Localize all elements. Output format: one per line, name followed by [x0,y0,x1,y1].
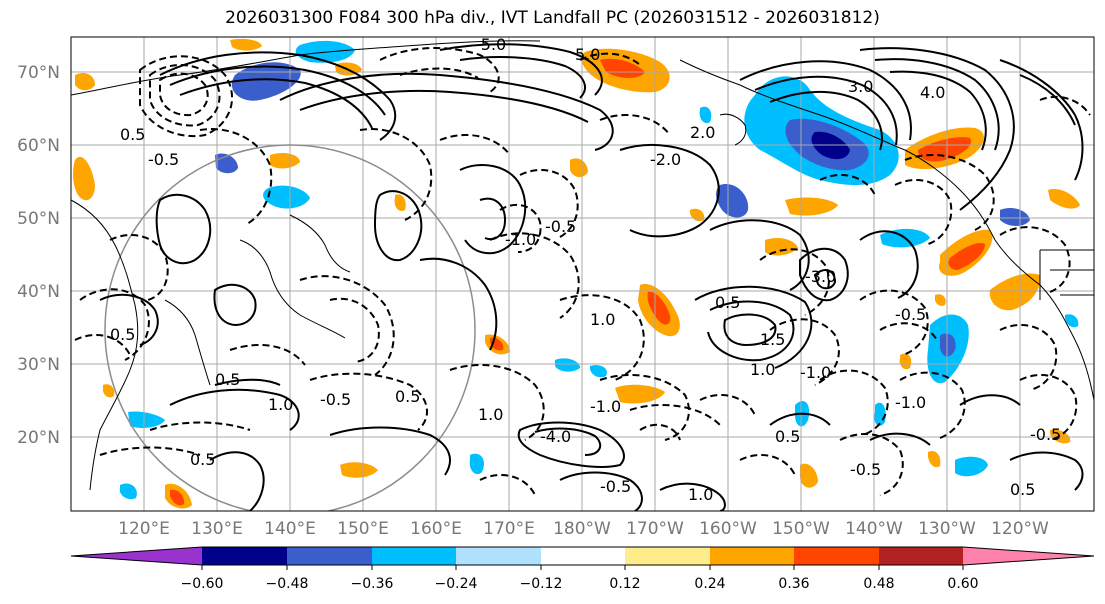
contour-label: 0.5 [215,370,240,389]
positive-divergence-contours [99,43,1084,511]
colorbar-segment [287,547,372,565]
contour-label: 0.5 [190,450,215,469]
contour-label: -1.0 [895,393,926,412]
graticule [71,37,1094,511]
negative-divergence-contours [74,47,1091,496]
contour-label: 4.0 [920,83,945,102]
contour-label: 3.0 [848,77,873,96]
contour-label: 0.5 [775,427,800,446]
contour-label: -0.5 [148,150,179,169]
contour-label: -3.0 [805,267,836,286]
lat-label: 70°N [17,63,60,83]
contour-label: 2.0 [690,123,715,142]
colorbar-tick-label: 0.48 [863,576,894,592]
contour-label: 1.0 [268,395,293,414]
lon-label: 130°E [191,519,243,539]
contour-label: -0.5 [1030,425,1061,444]
contour-label: -1.0 [800,363,831,382]
lat-label: 20°N [17,428,60,448]
contour-label: -0.5 [320,390,351,409]
contour-labels: 0.5 -0.5 1.0 -1.0 1.5 -2.0 2.0 3.0 -3.0 … [110,35,1061,504]
plot-border [70,36,1095,512]
lon-label: 160°W [699,519,757,539]
colorbar-segment [710,547,794,565]
colorbar-tick-label: −0.48 [266,576,309,592]
contour-label: -0.5 [600,477,631,496]
contour-label: -1.0 [590,397,621,416]
lon-label: 170°W [626,519,684,539]
contour-label: 1.0 [688,485,713,504]
contour-label: -1.0 [505,230,536,249]
contour-label: -0.5 [850,460,881,479]
contour-label: 1.5 [760,330,785,349]
colorbar-segment [879,547,963,565]
colorbar-segment [794,547,879,565]
lat-label: 50°N [17,209,60,229]
contour-label: -0.5 [895,305,926,324]
contour-label: -2.0 [650,150,681,169]
lat-label: 60°N [17,136,60,156]
contour-label: -0.5 [545,217,576,236]
colorbar-segment [625,547,710,565]
colorbar-segment [541,547,625,565]
colorbar-tick-label: 0.36 [778,576,809,592]
contour-label: 1.0 [478,405,503,424]
contour-label: 0.5 [120,125,145,144]
lon-label: 150°W [772,519,830,539]
latitude-labels: 70°N 60°N 50°N 40°N 30°N 20°N [17,63,60,448]
colorbar-segment [963,547,1094,565]
colorbar-segment [372,547,456,565]
lon-label: 120°W [991,519,1049,539]
contour-label: 1.0 [750,360,775,379]
contour-label: -5.0 [475,35,506,54]
colorbar-tick-label: −0.36 [351,576,394,592]
colorbar-tick-label: −0.12 [520,576,563,592]
lon-label: 150°E [337,519,389,539]
colorbar-tick-label: −0.60 [181,576,224,592]
contour-label: 0.5 [110,325,135,344]
colorbar-tick-label: 0.60 [947,576,978,592]
contour-label: 0.5 [1010,480,1035,499]
lon-label: 140°W [845,519,903,539]
contour-label: 5.0 [575,45,600,64]
map-title: 2026031300 F084 300 hPa div., IVT Landfa… [225,8,880,28]
colorbar-segment [456,547,541,565]
plot-area: 0.5 -0.5 1.0 -1.0 1.5 -2.0 2.0 3.0 -3.0 … [71,35,1094,511]
contour-label: 0.5 [715,293,740,312]
coastlines [71,40,1094,491]
lon-label: 130°W [918,519,976,539]
colorbar-segment [71,547,202,565]
colorbar-tick-label: 0.24 [694,576,725,592]
lon-label: 160°E [410,519,462,539]
lat-label: 30°N [17,355,60,375]
reference-circle [104,144,476,511]
lat-label: 40°N [17,282,60,302]
colorbar-tick-label: −0.24 [435,576,478,592]
lon-label: 120°E [118,519,170,539]
lon-label: 180°W [553,519,611,539]
lon-label: 140°E [264,519,316,539]
longitude-labels: 120°E 130°E 140°E 150°E 160°E 170°E 180°… [118,519,1049,539]
contour-label: 0.5 [395,387,420,406]
colorbar-tick-label: 0.12 [609,576,640,592]
colorbar-segment [202,547,287,565]
contour-label: -4.0 [540,427,571,446]
colorbar: −0.60 −0.48 −0.36 −0.24 −0.12 0.12 0.24 … [70,546,1095,592]
lon-label: 170°E [483,519,535,539]
contour-label: 1.0 [590,310,615,329]
